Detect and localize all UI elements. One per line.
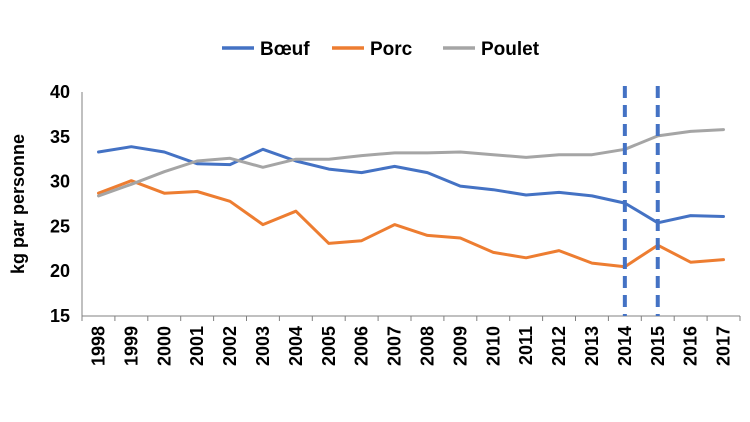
x-tick-label: 2000	[154, 326, 174, 366]
x-tick-label: 2001	[187, 326, 207, 366]
x-tick-label: 2017	[714, 326, 734, 366]
y-axis-title: kg par personne	[8, 134, 28, 274]
x-tick-label: 2006	[352, 326, 372, 366]
series-line-bœuf	[97, 145, 725, 225]
series-lines	[97, 128, 725, 269]
x-tick-label: 2011	[516, 326, 536, 365]
x-tick-label: 2005	[319, 326, 339, 366]
x-tick-label: 2009	[450, 326, 470, 366]
x-tick-label: 2008	[417, 326, 437, 366]
x-tick-label: 2010	[483, 326, 503, 366]
series-line-poulet	[97, 128, 725, 198]
vertical-markers	[622, 86, 660, 316]
y-tick-label: 40	[50, 82, 70, 102]
x-tick-label: 2013	[582, 326, 602, 366]
x-tick-label: 2004	[286, 326, 306, 366]
y-tick-label: 15	[50, 306, 70, 326]
legend-label: Bœuf	[260, 39, 310, 60]
y-tick-labels: 15 20 25 30 35 40	[50, 82, 70, 326]
legend: Bœuf Porc Poulet	[222, 39, 540, 60]
x-tick-label: 2016	[681, 326, 701, 366]
legend-label: Poulet	[481, 39, 540, 60]
x-tick-label: 2012	[549, 326, 569, 366]
x-tick-label: 2015	[648, 326, 668, 366]
x-tick-label: 2002	[220, 326, 240, 366]
x-tick-label: 1998	[88, 326, 108, 366]
x-tick-label: 2014	[615, 326, 635, 366]
y-tick-label: 30	[50, 172, 70, 192]
x-tick-labels: 1998 1999 2000 2001 2002 2003 2004 2005 2006 2007…	[88, 326, 733, 366]
axes	[81, 92, 741, 321]
series-line-porc	[97, 179, 725, 269]
legend-label: Porc	[370, 39, 413, 60]
y-tick-label: 20	[50, 261, 70, 281]
y-tick-label: 35	[50, 127, 70, 147]
x-tick-label: 2007	[385, 326, 405, 366]
x-tick-label: 2003	[253, 326, 273, 366]
x-tick-label: 1999	[121, 326, 141, 366]
y-tick-label: 25	[50, 216, 70, 236]
